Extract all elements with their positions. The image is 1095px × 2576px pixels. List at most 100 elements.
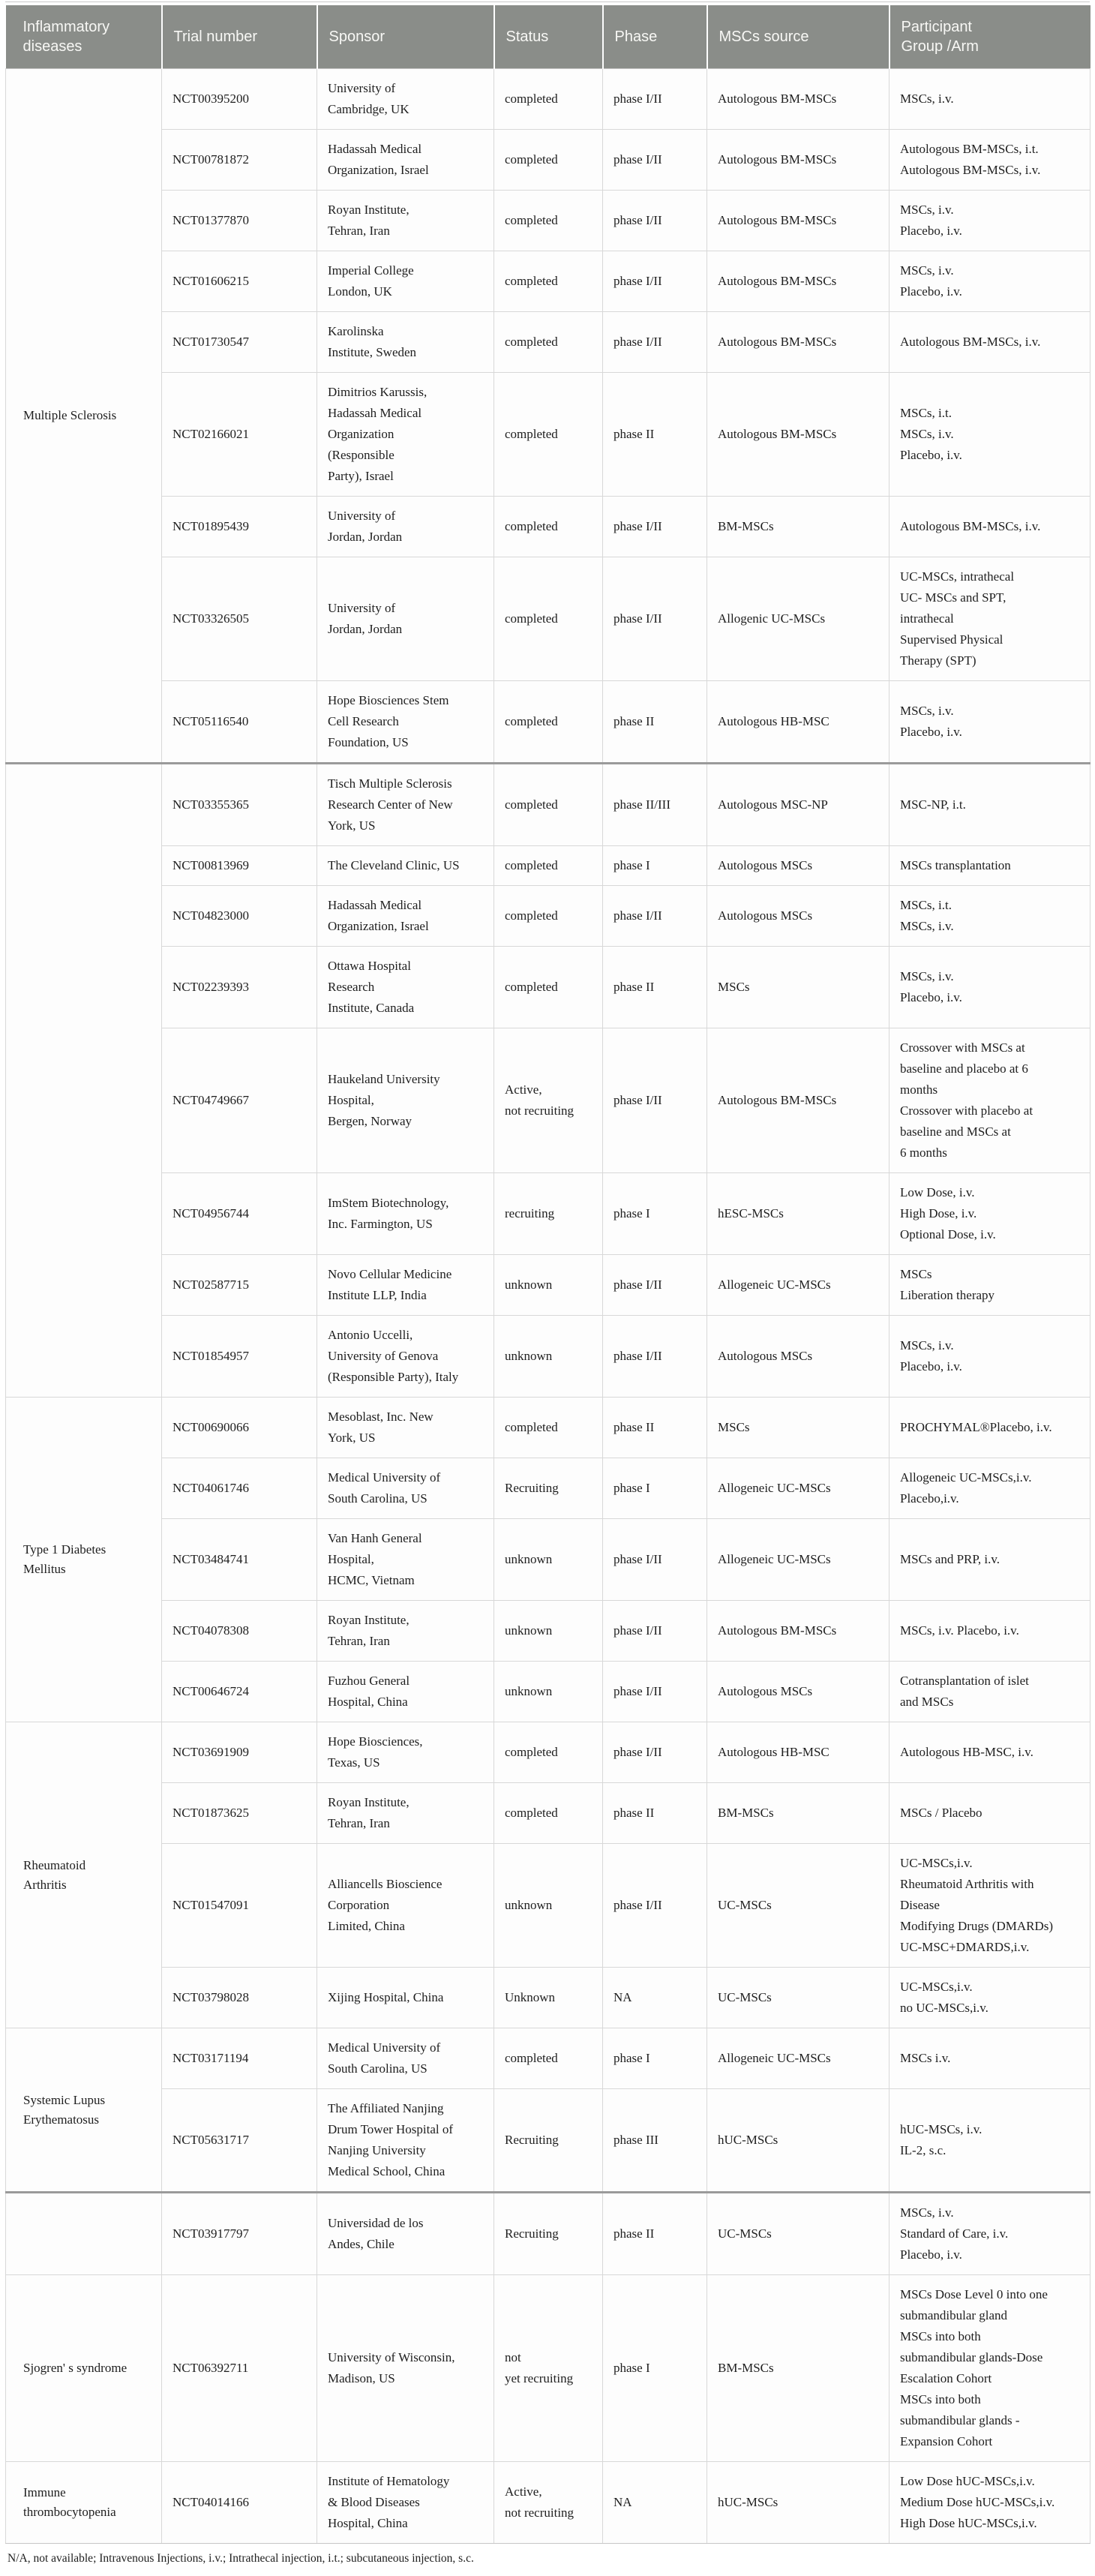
status-cell: Recruiting bbox=[494, 1458, 603, 1519]
column-header-phase: Phase bbox=[602, 5, 707, 69]
trial-number-cell: NCT00395200 bbox=[161, 68, 317, 130]
participant-group-cell: MSCs and PRP, i.v. bbox=[889, 1518, 1090, 1601]
table-row: NCT01606215 Imperial College London, UK co… bbox=[6, 251, 1090, 312]
phase-cell: phase I/II bbox=[602, 1518, 707, 1601]
phase-cell: phase I/II bbox=[602, 129, 707, 191]
phase-cell: phase I/II bbox=[602, 1600, 707, 1662]
disease-label: Rheumatoid Arthritis bbox=[5, 1722, 162, 2028]
status-cell: completed bbox=[494, 190, 603, 251]
status-cell: completed bbox=[494, 251, 603, 312]
participant-group-cell: MSCs, i.v. Placebo, i.v. bbox=[889, 251, 1090, 312]
column-header-status: Status bbox=[493, 5, 603, 69]
column-header-trial-number: Trial number bbox=[160, 5, 317, 69]
mscs-source-cell: Autologous MSCs bbox=[706, 845, 890, 886]
participant-group-cell: MSCs, i.t. MSCs, i.v. Placebo, i.v. bbox=[889, 372, 1090, 497]
trial-number-cell: NCT01854957 bbox=[161, 1315, 317, 1398]
trial-number-cell: NCT02587715 bbox=[161, 1254, 317, 1316]
disease-label bbox=[5, 762, 162, 1398]
sponsor-cell: University of Jordan, Jordan bbox=[316, 496, 494, 557]
participant-group-cell: Low Dose, i.v. High Dose, i.v. Optional … bbox=[889, 1172, 1090, 1255]
mscs-source-cell: BM-MSCs bbox=[706, 2274, 890, 2462]
sponsor-cell: University of Cambridge, UK bbox=[316, 68, 494, 130]
mscs-source-cell: UC-MSCs bbox=[706, 1843, 890, 1968]
phase-cell: phase I bbox=[602, 2274, 707, 2462]
phase-cell: NA bbox=[602, 2461, 707, 2544]
sponsor-cell: Hope Biosciences, Texas, US bbox=[316, 1722, 494, 1783]
trial-number-cell: NCT01730547 bbox=[161, 311, 317, 373]
mscs-source-cell: Allogeneic UC-MSCs bbox=[706, 2028, 890, 2089]
column-header-mscs-source: MSCs source bbox=[706, 5, 890, 69]
participant-group-cell: MSCs, i.v. bbox=[889, 68, 1090, 130]
trial-number-cell: NCT00646724 bbox=[161, 1661, 317, 1722]
phase-cell: phase I bbox=[602, 2028, 707, 2089]
mscs-source-cell: Allogenic UC-MSCs bbox=[706, 557, 890, 681]
status-cell: completed bbox=[494, 762, 603, 846]
participant-group-cell: Low Dose hUC-MSCs,i.v. Medium Dose hUC-M… bbox=[889, 2461, 1090, 2544]
trial-number-cell: NCT03691909 bbox=[161, 1722, 317, 1783]
table-row: NCT05631717 The Affiliated Nanjing Drum T… bbox=[6, 2088, 1090, 2193]
phase-cell: phase I/II bbox=[602, 1315, 707, 1398]
table-row: Systemic Lupus Erythematosus NCT03171194 M… bbox=[5, 2028, 1090, 2193]
participant-group-cell: UC-MSCs,i.v. no UC-MSCs,i.v. bbox=[889, 1967, 1090, 2028]
sponsor-cell: Alliancells Bioscience Corporation Limit… bbox=[316, 1843, 494, 1968]
table-row: Multiple Sclerosis NCT00395200 University … bbox=[5, 68, 1090, 764]
disease-label: Sjogren' s syndrome bbox=[5, 2274, 162, 2462]
mscs-source-cell: Autologous MSC-NP bbox=[706, 762, 890, 846]
mscs-source-cell: Allogeneic UC-MSCs bbox=[706, 1518, 890, 1601]
sponsor-cell: Hope Biosciences Stem Cell Research Foun… bbox=[316, 680, 494, 764]
mscs-source-cell: Autologous BM-MSCs bbox=[706, 251, 890, 312]
disease-label: Multiple Sclerosis bbox=[5, 68, 162, 764]
table-body: Multiple Sclerosis NCT00395200 University … bbox=[5, 68, 1090, 2544]
participant-group-cell: MSCs / Placebo bbox=[889, 1782, 1090, 1844]
phase-cell: phase I/II bbox=[602, 1722, 707, 1783]
table-header: Inflammatory diseases Trial number Spons… bbox=[5, 5, 1090, 69]
table-row: NCT02587715 Novo Cellular Medicine Instit… bbox=[6, 1254, 1090, 1316]
participant-group-cell: MSCs transplantation bbox=[889, 845, 1090, 886]
status-cell: unknown bbox=[494, 1254, 603, 1316]
status-cell: not yet recruiting bbox=[494, 2274, 603, 2462]
participant-group-cell: MSCs Dose Level 0 into one submandibular… bbox=[889, 2274, 1090, 2462]
trial-number-cell: NCT00690066 bbox=[161, 1397, 317, 1458]
phase-cell: phase II bbox=[602, 1782, 707, 1844]
status-cell: completed bbox=[494, 1397, 603, 1458]
table-row: Rheumatoid Arthritis NCT03691909 Hope Bios… bbox=[5, 1722, 1090, 2028]
sponsor-cell: The Cleveland Clinic, US bbox=[316, 845, 494, 886]
sponsor-cell: University of Wisconsin, Madison, US bbox=[316, 2274, 494, 2462]
trial-number-cell: NCT04078308 bbox=[161, 1600, 317, 1662]
sponsor-cell: Medical University of South Carolina, US bbox=[316, 2028, 494, 2089]
status-cell: unknown bbox=[494, 1661, 603, 1722]
table-row: NCT03484741 Van Hanh General Hospital, HC… bbox=[6, 1518, 1090, 1601]
sponsor-cell: The Affiliated Nanjing Drum Tower Hospit… bbox=[316, 2088, 494, 2193]
trial-number-cell: NCT01895439 bbox=[161, 496, 317, 557]
participant-group-cell: MSCs, i.v. Placebo, i.v. bbox=[889, 946, 1090, 1028]
phase-cell: phase I bbox=[602, 1458, 707, 1519]
sponsor-cell: Royan Institute, Tehran, Iran bbox=[316, 1600, 494, 1662]
mscs-source-cell: Autologous MSCs bbox=[706, 1661, 890, 1722]
participant-group-cell: MSCs, i.v. Placebo, i.v. bbox=[889, 1600, 1090, 1662]
sponsor-cell: Xijing Hospital, China bbox=[316, 1967, 494, 2028]
mscs-source-cell: Autologous HB-MSC bbox=[706, 680, 890, 764]
participant-group-cell: UC-MSCs,i.v. Rheumatoid Arthritis with D… bbox=[889, 1843, 1090, 1968]
phase-cell: NA bbox=[602, 1967, 707, 2028]
table-row: NCT01547091 Alliancells Bioscience Corpor… bbox=[6, 1843, 1090, 1968]
trial-number-cell: NCT03326505 bbox=[161, 557, 317, 681]
phase-cell: phase II bbox=[602, 2191, 707, 2275]
participant-group-cell: Autologous BM-MSCs, i.v. bbox=[889, 311, 1090, 373]
mscs-source-cell: Autologous MSCs bbox=[706, 1315, 890, 1398]
mscs-source-cell: Autologous BM-MSCs bbox=[706, 68, 890, 130]
trial-number-cell: NCT03917797 bbox=[161, 2191, 317, 2275]
participant-group-cell: Autologous BM-MSCs, i.v. bbox=[889, 496, 1090, 557]
mscs-source-cell: Autologous BM-MSCs bbox=[706, 129, 890, 191]
participant-group-cell: hUC-MSCs, i.v. IL-2, s.c. bbox=[889, 2088, 1090, 2193]
sponsor-cell: Dimitrios Karussis, Hadassah Medical Org… bbox=[316, 372, 494, 497]
trial-number-cell: NCT03798028 bbox=[161, 1967, 317, 2028]
table-row: NCT03798028 Xijing Hospital, China Unknown… bbox=[6, 1967, 1090, 2028]
sponsor-cell: Antonio Uccelli, University of Genova (R… bbox=[316, 1315, 494, 1398]
mscs-source-cell: hUC-MSCs bbox=[706, 2461, 890, 2544]
sponsor-cell: ImStem Biotechnology, Inc. Farmington, U… bbox=[316, 1172, 494, 1255]
sponsor-cell: Medical University of South Carolina, US bbox=[316, 1458, 494, 1519]
trial-number-cell: NCT05116540 bbox=[161, 680, 317, 764]
mscs-source-cell: MSCs bbox=[706, 946, 890, 1028]
table-row: Sjogren' s syndrome NCT06392711 University… bbox=[5, 2274, 1090, 2462]
status-cell: completed bbox=[494, 1782, 603, 1844]
